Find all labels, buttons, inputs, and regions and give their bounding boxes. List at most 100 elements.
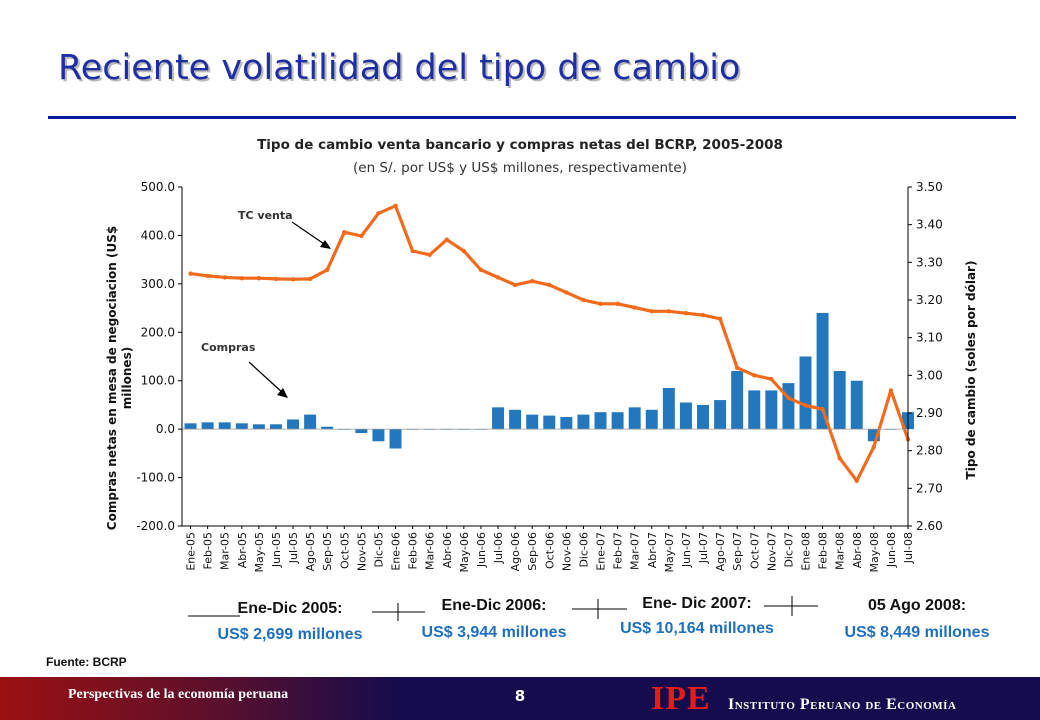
tc-venta-point [837, 456, 842, 461]
tc-venta-point [461, 248, 467, 254]
y-axis-left-label: Compras netas en mesa de negociacion (US… [105, 226, 134, 530]
tc-venta-point [359, 233, 364, 239]
x-tick-label: Dic-07 [782, 532, 795, 568]
compras-bar [679, 402, 692, 430]
x-tick-label: Nov-05 [355, 532, 368, 571]
compras-bar [321, 426, 334, 430]
chart-axes: 500.0 400.0 300.0 200.0 100.0 0.0 -100.0 -200.0… [136, 180, 942, 573]
y-left-tick-label: 0.0 [156, 422, 175, 436]
compras-bar [492, 407, 505, 430]
x-tick-label: Dic-05 [372, 532, 385, 568]
title-divider [48, 116, 1016, 119]
compras-bar [748, 390, 761, 430]
footer-title: Perspectivas de la economía peruana [68, 687, 289, 702]
tc-venta-point [205, 273, 210, 279]
tc-venta-line-layer [188, 203, 911, 483]
tc-venta-point [529, 278, 535, 284]
tc-venta-point [410, 248, 415, 254]
x-tick-label: Jul-06 [492, 532, 505, 564]
tc-venta-point [786, 395, 791, 401]
tc-venta-point [854, 478, 859, 483]
tc-venta-point [888, 388, 894, 393]
ipe-logo-name: Instituto Peruano de Economía [728, 696, 957, 713]
x-tick-label: Mar-08 [834, 532, 847, 570]
compras-bar [697, 404, 709, 430]
x-tick-label: Abr-05 [236, 532, 249, 568]
x-tick-label: Jul-08 [902, 532, 915, 564]
annotation-compras-arrowhead [277, 388, 288, 398]
period-2007-value: US$ 10,164 millones [620, 620, 774, 637]
x-tick-label: Ene-05 [185, 532, 198, 571]
x-tick-label: May-06 [458, 532, 471, 573]
tc-venta-point [820, 407, 825, 412]
y-left-tick-label: -200.0 [136, 519, 175, 533]
compras-bar [799, 356, 812, 430]
compras-bar [304, 414, 317, 430]
compras-bar [577, 414, 590, 430]
tc-venta-point [512, 282, 518, 288]
tc-venta-point [307, 276, 313, 282]
annotation-compras-arrow [248, 361, 285, 395]
y-right-tick-label: 3.40 [916, 218, 943, 232]
chart-title: Tipo de cambio venta bancario y compras … [257, 137, 783, 153]
period-2008-value: US$ 8,449 millones [844, 624, 990, 641]
slide-title: Reciente volatilidad del tipo de cambio [58, 48, 741, 88]
tc-venta-point [256, 275, 262, 281]
x-tick-label: May-07 [663, 532, 676, 573]
tc-venta-point [188, 271, 193, 276]
x-tick-label: Mar-07 [629, 532, 642, 570]
y-left-tick-label: 400.0 [141, 228, 175, 242]
compras-bar [389, 429, 402, 449]
y-right-tick-label: 3.50 [916, 180, 943, 194]
y-left-tick-label: -100.0 [136, 471, 175, 485]
tc-venta-point [769, 376, 774, 382]
x-tick-label: Jul-05 [287, 532, 300, 564]
annotation-compras: Compras [201, 341, 256, 354]
y-right-tick-label: 3.30 [916, 255, 943, 269]
tc-venta-point [273, 276, 279, 282]
compras-bar [201, 422, 214, 430]
x-tick-label: Ago-06 [509, 532, 522, 571]
tc-venta-point [342, 230, 347, 235]
annotation-tc-venta: TC venta [238, 209, 293, 222]
compras-bar [184, 423, 197, 430]
y-right-tick-label: 2.80 [916, 444, 943, 458]
y-right-tick-label: 2.70 [916, 481, 943, 495]
tc-venta-point [427, 252, 432, 257]
x-tick-label: Abr-06 [441, 532, 454, 568]
x-tick-label: Sep-07 [731, 532, 744, 571]
ipe-logo: IPE [651, 680, 711, 717]
compras-bar [662, 387, 675, 430]
compras-bar [867, 429, 880, 442]
period-2006-label: Ene-Dic 2006: [441, 597, 547, 614]
x-tick-label: Oct-07 [748, 532, 761, 569]
x-tick-label: Jun-08 [885, 532, 898, 568]
compras-bar [782, 383, 795, 430]
x-tick-label: Ene-07 [595, 532, 608, 571]
x-tick-label: Ago-05 [304, 532, 317, 571]
y-axis-right-label: Tipo de cambio (soles por dólar) [964, 261, 978, 480]
footer-gradient [0, 677, 400, 720]
compras-bars [184, 312, 914, 449]
compras-bar [543, 415, 556, 430]
tc-venta-point [581, 297, 586, 303]
compras-bar [252, 424, 265, 430]
period-2005: Ene-Dic 2005: US$ 2,699 millones [200, 600, 380, 644]
x-tick-label: May-05 [253, 532, 266, 573]
chart-subtitle: (en S/. por US$ y US$ millones, respecti… [353, 160, 687, 176]
period-2007-label: Ene- Dic 2007: [642, 595, 752, 612]
tc-venta-point [734, 365, 740, 370]
y-left-tick-label: 300.0 [141, 277, 175, 291]
x-tick-label: Jul-07 [697, 532, 710, 564]
x-tick-label: Feb-07 [612, 532, 625, 569]
tc-venta-point [376, 211, 381, 216]
compras-bar [594, 412, 607, 430]
x-tick-label: Sep-05 [321, 532, 334, 571]
x-tick-label: Ene-08 [800, 532, 813, 571]
compras-bar [833, 371, 846, 430]
y-right-tick-label: 3.00 [916, 368, 943, 382]
x-tick-label: Jun-06 [475, 532, 488, 568]
tc-venta-point [666, 309, 672, 314]
period-timeline [188, 596, 818, 621]
tc-venta-point [803, 403, 808, 408]
